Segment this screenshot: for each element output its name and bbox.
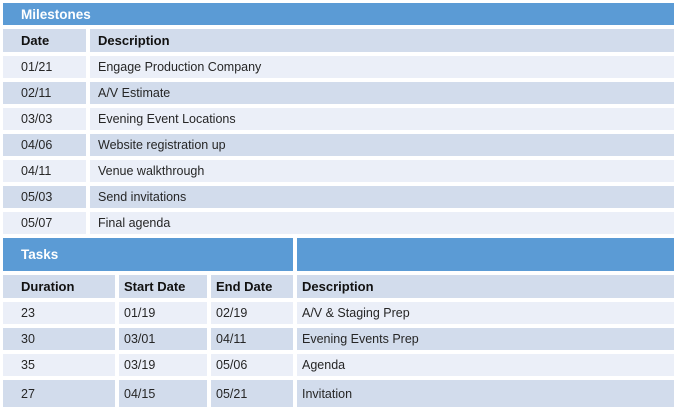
- task-description-cell: Agenda: [297, 354, 674, 376]
- task-duration-cell: 30: [3, 328, 115, 350]
- tasks-title-bar: Tasks: [3, 238, 674, 271]
- task-description-cell: Evening Events Prep: [297, 328, 674, 350]
- tasks-header-start-date: Start Date: [119, 275, 207, 298]
- milestone-description-cell: Website registration up: [90, 134, 674, 156]
- table-row: 05/07 Final agenda: [3, 212, 674, 234]
- milestones-header-date: Date: [3, 29, 86, 52]
- milestone-description-cell: A/V Estimate: [90, 82, 674, 104]
- table-row: 04/06 Website registration up: [3, 134, 674, 156]
- table-row: 35 03/19 05/06 Agenda: [3, 354, 674, 376]
- task-description-cell: Invitation: [297, 380, 674, 407]
- table-row: 05/03 Send invitations: [3, 186, 674, 208]
- task-end-date-cell: 05/21: [211, 380, 293, 407]
- tasks-header-end-date: End Date: [211, 275, 293, 298]
- task-start-date-cell: 01/19: [119, 302, 207, 324]
- task-start-date-cell: 03/01: [119, 328, 207, 350]
- tasks-title: Tasks: [21, 247, 59, 262]
- milestone-date-cell: 05/07: [3, 212, 86, 234]
- milestones-body: 01/21 Engage Production Company 02/11 A/…: [3, 56, 674, 234]
- table-row: 23 01/19 02/19 A/V & Staging Prep: [3, 302, 674, 324]
- task-duration-cell: 35: [3, 354, 115, 376]
- task-end-date-cell: 04/11: [211, 328, 293, 350]
- task-description-cell: A/V & Staging Prep: [297, 302, 674, 324]
- table-row: 01/21 Engage Production Company: [3, 56, 674, 78]
- milestones-title-bar: Milestones: [3, 3, 674, 25]
- tasks-header-duration: Duration: [3, 275, 115, 298]
- milestone-date-cell: 05/03: [3, 186, 86, 208]
- task-end-date-cell: 05/06: [211, 354, 293, 376]
- tasks-title-cell: Tasks: [3, 238, 293, 271]
- table-row: 04/11 Venue walkthrough: [3, 160, 674, 182]
- milestone-date-cell: 04/06: [3, 134, 86, 156]
- table-row: 30 03/01 04/11 Evening Events Prep: [3, 328, 674, 350]
- tasks-title-filler-cell: [297, 238, 674, 271]
- milestones-table: Milestones Date Description 01/21 Engage…: [3, 3, 674, 234]
- milestone-description-cell: Send invitations: [90, 186, 674, 208]
- milestone-date-cell: 01/21: [3, 56, 86, 78]
- milestone-date-cell: 03/03: [3, 108, 86, 130]
- milestone-date-cell: 02/11: [3, 82, 86, 104]
- milestone-description-cell: Venue walkthrough: [90, 160, 674, 182]
- table-row: 02/11 A/V Estimate: [3, 82, 674, 104]
- tasks-body: 23 01/19 02/19 A/V & Staging Prep 30 03/…: [3, 302, 674, 407]
- table-row: 27 04/15 05/21 Invitation: [3, 380, 674, 407]
- task-start-date-cell: 03/19: [119, 354, 207, 376]
- event-schedule-document: Milestones Date Description 01/21 Engage…: [3, 3, 674, 411]
- milestone-description-cell: Final agenda: [90, 212, 674, 234]
- tasks-header-row: Duration Start Date End Date Description: [3, 275, 674, 298]
- task-start-date-cell: 04/15: [119, 380, 207, 407]
- milestone-description-cell: Evening Event Locations: [90, 108, 674, 130]
- milestone-description-cell: Engage Production Company: [90, 56, 674, 78]
- table-row: 03/03 Evening Event Locations: [3, 108, 674, 130]
- task-end-date-cell: 02/19: [211, 302, 293, 324]
- tasks-header-description: Description: [297, 275, 674, 298]
- milestone-date-cell: 04/11: [3, 160, 86, 182]
- tasks-table: Tasks Duration Start Date End Date Descr…: [3, 238, 674, 407]
- milestones-header-description: Description: [90, 29, 674, 52]
- task-duration-cell: 23: [3, 302, 115, 324]
- milestones-header-row: Date Description: [3, 29, 674, 52]
- milestones-title: Milestones: [21, 6, 91, 22]
- task-duration-cell: 27: [3, 380, 115, 407]
